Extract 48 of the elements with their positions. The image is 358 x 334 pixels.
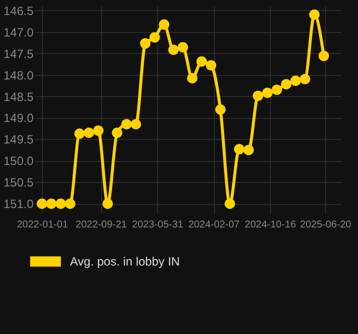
point [55,198,66,209]
y-tick-label: 148.0 [3,68,34,82]
x-tick-label: 2023-05-31 [132,220,184,230]
point [74,128,85,139]
point [36,198,48,209]
x-tick-label: 2024-02-07 [188,220,240,230]
point [112,128,122,138]
x-tick-label: 2022-09-21 [76,220,128,230]
point [149,32,160,43]
y-tick-label: 148.5 [3,90,34,104]
point [93,125,104,136]
point [140,38,151,49]
x-tick-label: 2022-01-01 [16,220,68,230]
point [234,144,244,154]
x-tick-label: 2024-10-16 [244,220,296,230]
point [272,84,282,96]
point [280,78,292,90]
point [224,198,236,209]
point [168,44,179,56]
point [102,198,113,209]
point [84,128,94,138]
y-tick-label: 149.0 [3,111,34,126]
point [64,198,76,209]
point [252,90,264,102]
point [130,118,142,130]
point [158,19,170,30]
y-tick-label: 150.5 [3,176,34,190]
point [243,144,254,156]
point [262,88,273,98]
point [121,118,132,130]
point [215,104,226,115]
point [196,56,207,67]
y-tick-label: 147.5 [3,46,34,61]
x-tick-label: 2025-06-20 [300,220,352,230]
point [187,72,198,84]
point [290,76,301,86]
point [300,74,310,84]
legend-label: Avg. pos. in lobby IN [70,254,180,268]
y-tick-label: 147.0 [3,25,34,40]
point [178,42,188,52]
y-tick-label: 150.0 [3,154,34,168]
y-tick-label: 146.5 [3,4,34,18]
point [309,9,320,20]
point [318,50,330,62]
y-tick-label: 149.5 [3,132,34,147]
point [46,198,57,209]
point [206,60,216,71]
y-tick-label: 151.0 [3,197,34,212]
